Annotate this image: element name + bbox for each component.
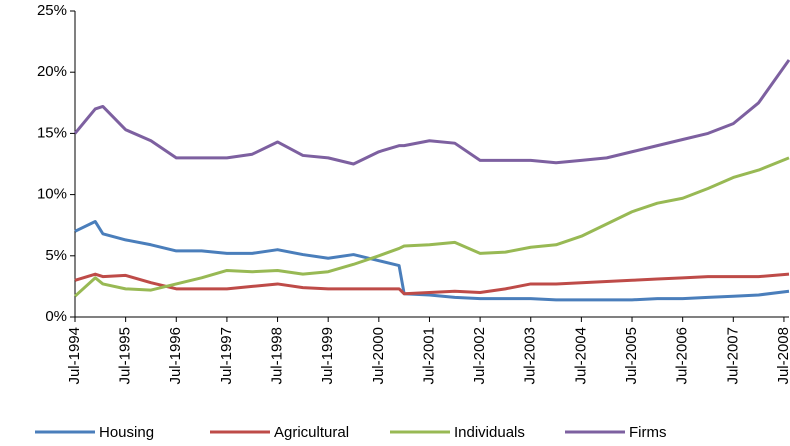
x-tick-label: Jul-1999 [319, 327, 336, 385]
x-tick-label: Jul-2008 [775, 327, 790, 385]
x-tick-label: Jul-2000 [370, 327, 387, 385]
x-tick-label: Jul-2004 [572, 327, 589, 385]
legend-label: Individuals [454, 424, 525, 441]
legend-label: Firms [629, 424, 667, 441]
line-series [74, 272, 790, 296]
line-series [73, 156, 790, 298]
x-tick-label: Jul-2007 [724, 327, 741, 385]
x-tick-label: Jul-2005 [623, 327, 640, 385]
line-series [73, 59, 790, 166]
y-tick-label: 0% [45, 308, 67, 325]
x-tick-label: Jul-1995 [117, 327, 134, 385]
y-tick-label: 10% [37, 186, 67, 203]
x-tick-label: Jul-1997 [218, 327, 235, 385]
x-tick-label: Jul-2006 [674, 327, 691, 385]
x-tick-label: Jul-1994 [66, 327, 83, 385]
x-tick-label: Jul-2003 [522, 327, 539, 385]
y-tick-label: 20% [37, 63, 67, 80]
x-tick-label: Jul-2002 [471, 327, 488, 385]
legend-label: Housing [99, 424, 154, 441]
x-tick-label: Jul-1996 [167, 327, 184, 385]
y-tick-label: 15% [37, 124, 67, 141]
x-tick-label: Jul-1998 [269, 327, 286, 385]
x-tick-label: Jul-2001 [420, 327, 437, 385]
y-tick-label: 25% [37, 2, 67, 19]
legend-label: Agricultural [274, 424, 349, 441]
y-tick-label: 5% [45, 247, 67, 264]
